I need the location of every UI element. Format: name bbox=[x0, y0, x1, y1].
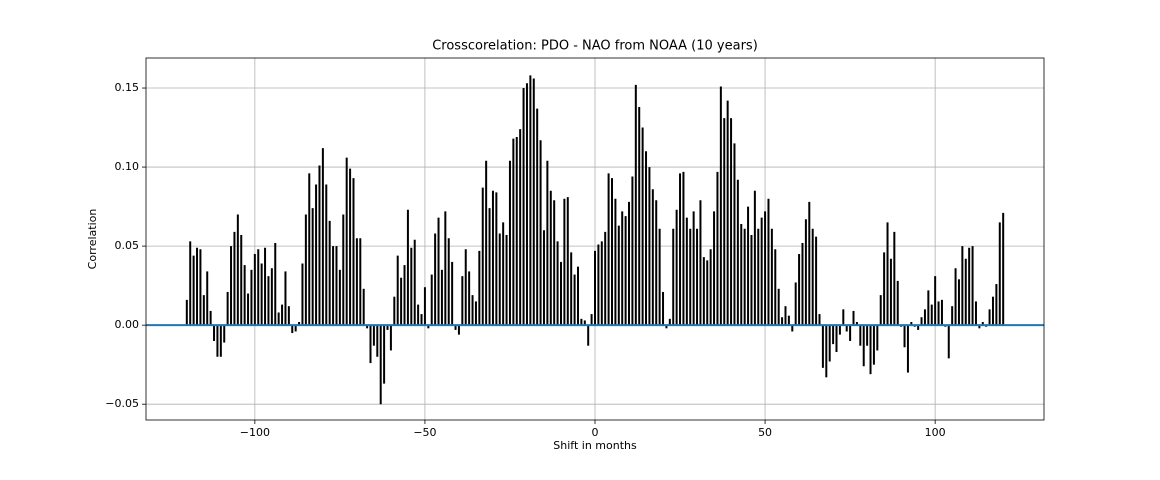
y-tick-label: 0.00 bbox=[115, 318, 140, 331]
y-tick-label: 0.05 bbox=[115, 239, 140, 252]
y-tick-label: −0.05 bbox=[105, 397, 139, 410]
y-tick-label: 0.15 bbox=[115, 81, 140, 94]
plot-frame bbox=[145, 57, 1045, 421]
x-tick-label: 0 bbox=[592, 426, 599, 439]
x-tick-label: −50 bbox=[413, 426, 436, 439]
y-tick-label: 0.10 bbox=[115, 160, 140, 173]
x-axis-label: Shift in months bbox=[553, 439, 637, 452]
x-tick-label: 100 bbox=[925, 426, 946, 439]
x-tick-label: 50 bbox=[758, 426, 772, 439]
y-axis-label: Correlation bbox=[86, 209, 99, 270]
chart-title: Crosscorelation: PDO - NAO from NOAA (10… bbox=[432, 39, 758, 54]
x-tick-label: −100 bbox=[240, 426, 270, 439]
